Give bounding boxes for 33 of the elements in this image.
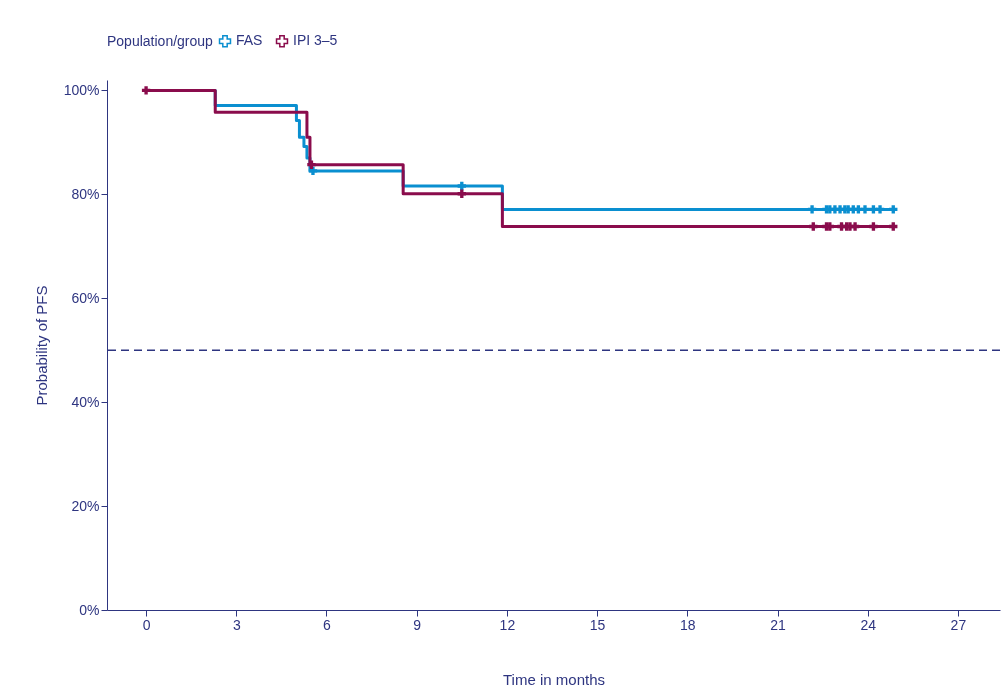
y-tick-label: 0% [79,601,100,618]
y-tick-label: 20% [71,497,100,514]
x-tick-label: 24 [860,616,877,633]
x-tick-label: 21 [770,616,786,633]
point [141,86,151,95]
point [889,222,898,231]
x-tick-label: 0 [142,616,151,633]
x-axis-title: Time in months [503,670,605,688]
point [889,205,898,214]
legend-label: IPI 3–5 [293,32,338,49]
point [807,205,817,214]
x-tick-label: 18 [680,616,696,633]
x-tick-label: 9 [413,616,422,633]
x-tick-label: 27 [950,616,967,633]
x-tick-label: 15 [589,616,606,633]
point [860,205,870,214]
point [869,222,878,231]
x-tick-label: 6 [323,616,332,633]
x-tick-label: 12 [499,616,516,633]
point [308,166,318,176]
point [850,222,860,231]
y-tick-label: 60% [71,289,100,306]
point [457,181,466,191]
y-tick-label: 80% [71,185,100,202]
point [875,205,885,214]
y-tick-label: 100% [63,81,100,98]
legend-title: Population/group [107,33,214,49]
y-axis-title: Probability of PFS [32,285,50,406]
point [307,160,316,169]
legend-label: FAS [236,32,263,49]
point [809,222,818,231]
x-tick-label: 3 [232,616,241,633]
y-tick-label: 40% [71,393,100,410]
